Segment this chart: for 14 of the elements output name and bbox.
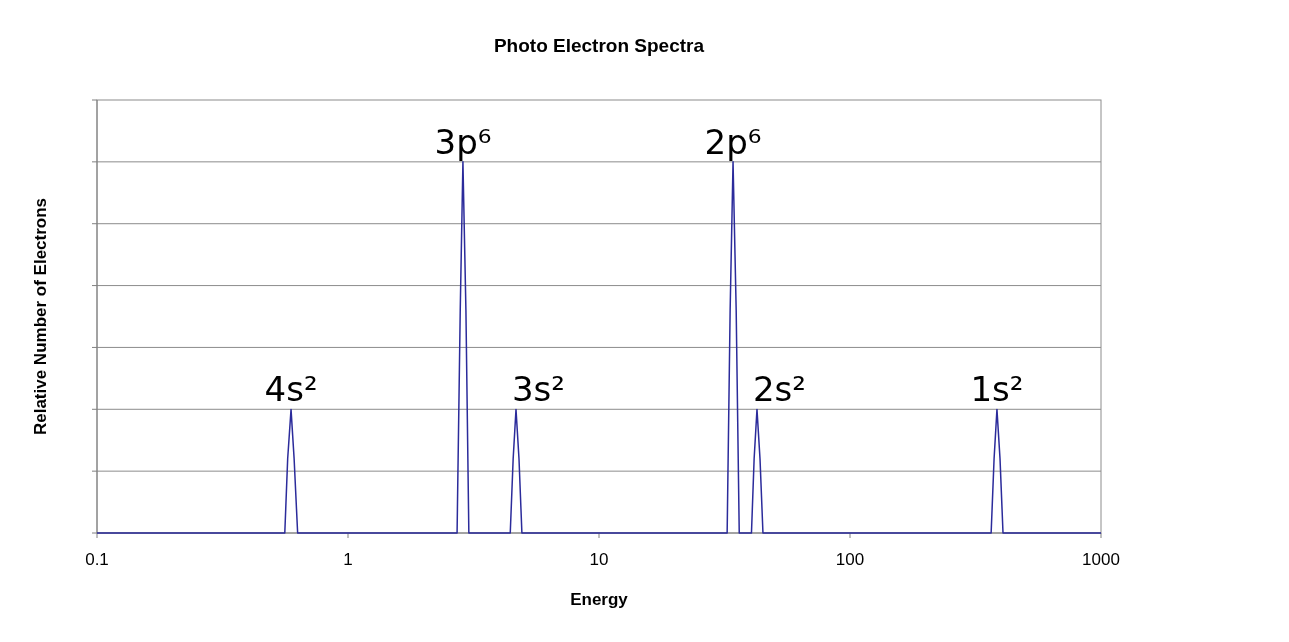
x-tick-label: 1 [343,550,353,569]
y-axis-title: Relative Number of Electrons [31,197,50,436]
annotation: 3p⁶ [434,121,492,162]
annotation: 3s² [512,369,565,410]
x-tick-label: 0.1 [85,550,109,569]
annotation: 2p⁶ [704,121,762,162]
x-tick-label: 100 [835,550,865,569]
annotation: 4s² [264,369,318,410]
chart-title: Photo Electron Spectra [493,35,705,56]
annotation: 2s² [752,369,806,410]
x-tick-label: 1000 [1082,550,1120,569]
x-axis-title: Energy [570,590,629,609]
x-tick-label: 10 [589,550,609,569]
annotation: 1s² [970,369,1024,410]
